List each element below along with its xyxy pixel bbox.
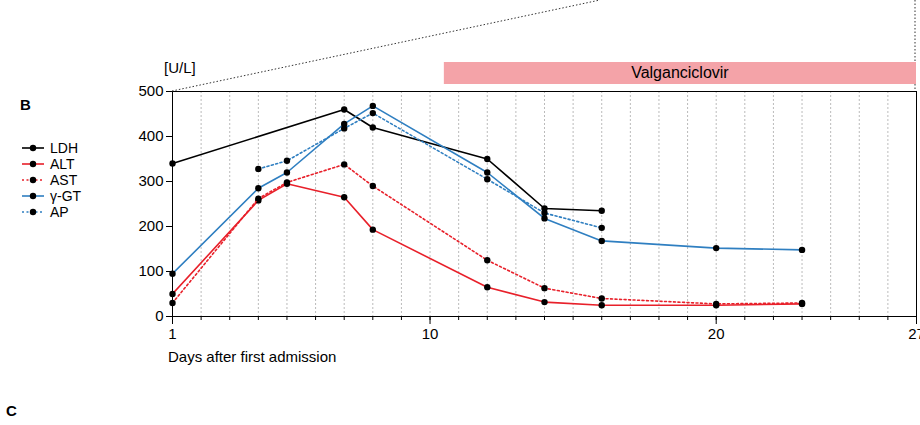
svg-text:0: 0 (155, 307, 163, 324)
svg-text:100: 100 (138, 262, 163, 279)
svg-text:20: 20 (708, 325, 725, 342)
svg-text:LDH: LDH (50, 140, 78, 156)
svg-text:400: 400 (138, 127, 163, 144)
svg-text:27: 27 (908, 325, 920, 342)
svg-text:γ-GT: γ-GT (50, 188, 82, 204)
svg-text:AST: AST (50, 172, 78, 188)
svg-text:AP: AP (50, 204, 69, 220)
svg-text:ALT: ALT (50, 156, 75, 172)
svg-text:C: C (6, 402, 17, 419)
svg-text:10: 10 (422, 325, 439, 342)
svg-text:Valganciclovir: Valganciclovir (631, 64, 729, 81)
svg-text:1: 1 (168, 325, 176, 342)
svg-text:200: 200 (138, 217, 163, 234)
svg-text:Days after first admission: Days after first admission (168, 348, 336, 365)
svg-text:500: 500 (138, 82, 163, 99)
svg-text:B: B (20, 96, 31, 113)
svg-text:[U/L]: [U/L] (164, 59, 196, 76)
svg-text:300: 300 (138, 172, 163, 189)
